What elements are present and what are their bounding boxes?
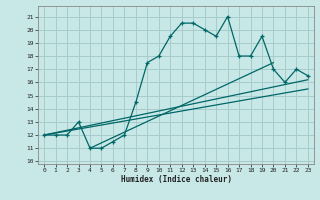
X-axis label: Humidex (Indice chaleur): Humidex (Indice chaleur) <box>121 175 231 184</box>
